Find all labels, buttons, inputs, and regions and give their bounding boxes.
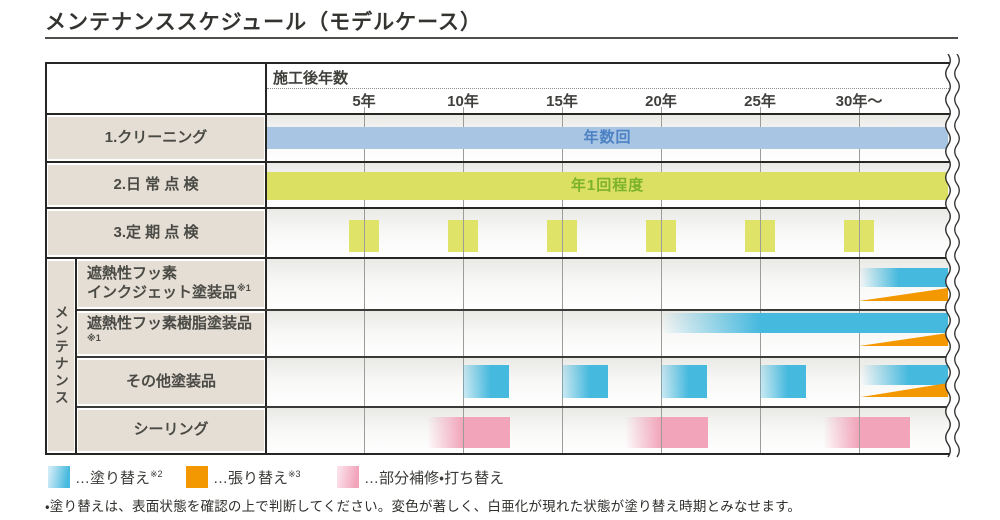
row-bg-periodic — [267, 209, 955, 257]
header-divider — [45, 113, 957, 115]
repaint-swatch-icon — [48, 466, 70, 488]
fade-bar-row6 — [860, 365, 949, 385]
group-label-maintenance: メンテナンス — [48, 261, 74, 451]
row-label-inkjet: 遮熱性フッ素 インクジェット塗装品※1 — [78, 261, 264, 307]
row-label-sealing: シーリング — [78, 410, 264, 451]
axis-dotted-divider — [267, 88, 955, 89]
gridline-15 — [561, 107, 563, 453]
fade-bar-row7 — [427, 417, 510, 448]
footnote-text: ・塗り替えは、表面状態を確認の上で判断してください。変色が著しく、白亜化が現れた… — [45, 499, 802, 514]
legend-item-partial-repair: …部分補修・打ち替え — [337, 466, 504, 488]
replace-swatch-icon — [186, 466, 208, 488]
row-divider-2 — [45, 207, 957, 209]
axis-title: 施工後年数 — [273, 70, 349, 87]
bar-row2: 年1回程度 — [267, 172, 949, 200]
row-bg-other — [267, 358, 955, 406]
tick-label-30: 30年～ — [835, 93, 883, 110]
tick-label-5: 5年 — [352, 93, 376, 110]
fade-bar-row7 — [823, 417, 911, 448]
fade-bar-row5 — [661, 313, 949, 333]
fade-tick-10 — [463, 365, 509, 398]
row-label-cleaning: 1.クリーニング — [48, 117, 264, 159]
gridline-20 — [660, 107, 662, 453]
row-divider-3 — [45, 257, 957, 259]
partial-repair-swatch-icon — [337, 466, 359, 488]
row-bg-inkjet — [267, 259, 955, 309]
bar-annotation: 年数回 — [583, 129, 632, 146]
torn-edge-decoration — [945, 54, 980, 458]
gridline-10 — [462, 107, 464, 453]
bar-annotation: 年1回程度 — [570, 177, 645, 194]
title-rule — [45, 37, 958, 39]
tick-label-25: 25年 — [744, 93, 776, 110]
row-divider-5 — [75, 356, 957, 358]
row-label-periodic: 3.定 期 点 検 — [48, 211, 264, 255]
legend-item-replace: …張り替え※3 — [186, 466, 301, 488]
group-column-divider — [75, 259, 77, 453]
row-label-daily: 2.日 常 点 検 — [48, 165, 264, 205]
tick-label-10: 10年 — [447, 93, 479, 110]
footnote-ref: ※1 — [237, 283, 251, 293]
row-label-resin: 遮熱性フッ素樹脂塗装品※1 — [78, 313, 264, 354]
schedule-table: 施工後年数 5年 10年 15年 20年 25年 30年～ 年数回年1回程度 1.クリーニ… — [45, 62, 960, 455]
fade-bar-row4 — [859, 268, 949, 287]
gridline-25 — [759, 107, 761, 453]
tick-label-20: 20年 — [645, 93, 677, 110]
fade-tick-20 — [661, 365, 707, 398]
row-divider-6 — [75, 406, 957, 408]
fade-bar-row7 — [625, 417, 708, 448]
row-label-other: その他塗装品 — [78, 360, 264, 404]
tick-label-15: 15年 — [546, 93, 578, 110]
row-divider-1 — [45, 161, 957, 163]
footnote-ref: ※1 — [87, 332, 101, 343]
legend-item-repaint: …塗り替え※2 — [48, 466, 163, 488]
table-border-top — [45, 62, 957, 64]
gridline-5 — [363, 107, 365, 453]
bar-row1: 年数回 — [267, 127, 949, 149]
row-divider-4 — [75, 309, 957, 311]
page-title: メンテナンススケジュール（モデルケース） — [45, 11, 483, 34]
table-border-bottom — [45, 453, 957, 455]
fade-tick-15 — [562, 365, 608, 398]
fade-tick-25 — [760, 365, 806, 398]
